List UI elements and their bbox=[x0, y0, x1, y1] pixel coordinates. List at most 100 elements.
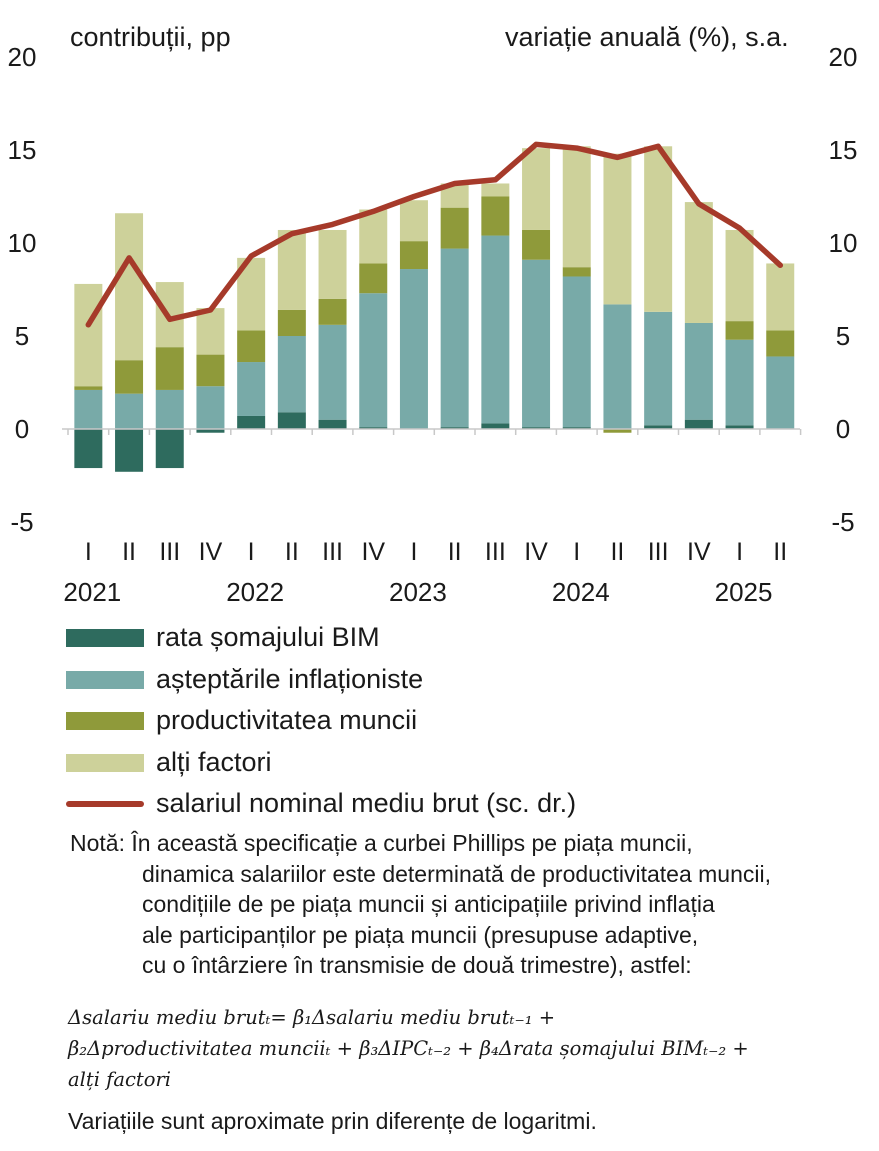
legend-label-other-factors: alți factori bbox=[156, 746, 272, 777]
x-tick-label: I bbox=[248, 538, 255, 566]
bar-segment-0 bbox=[644, 425, 673, 429]
bar-segment-1 bbox=[318, 324, 347, 420]
bar-segment-2 bbox=[196, 354, 225, 387]
legend-swatch-inflation-expectations bbox=[66, 670, 144, 689]
bar-segment-3 bbox=[196, 308, 225, 355]
y-tick-right: 5 bbox=[836, 321, 850, 351]
y-tick-left: 20 bbox=[8, 42, 37, 72]
formula-line: alți factori bbox=[68, 1068, 172, 1091]
x-tick-label: II bbox=[285, 538, 299, 566]
bar-segment-1 bbox=[481, 235, 510, 424]
bar-segment-2 bbox=[277, 309, 306, 336]
bar-segment-1 bbox=[74, 389, 103, 429]
bar-segment-2 bbox=[440, 207, 469, 249]
bar-segment-2 bbox=[359, 263, 388, 294]
x-tick-label: III bbox=[485, 538, 506, 566]
x-tick-label: II bbox=[773, 538, 787, 566]
legend-label-nominal-wage: salariul nominal mediu brut (sc. dr.) bbox=[156, 788, 577, 818]
legend-label-unemployment: rata șomajului BIM bbox=[156, 622, 380, 652]
bar-segment-1 bbox=[766, 356, 795, 429]
bar-segment-1 bbox=[155, 389, 184, 429]
bar-segment-1 bbox=[440, 248, 469, 428]
bar-segment-0 bbox=[522, 427, 551, 429]
bar-segment-2 bbox=[603, 429, 632, 433]
bar-segment-0 bbox=[196, 429, 225, 433]
x-tick-label: IV bbox=[687, 538, 711, 566]
bar-segment-3 bbox=[766, 263, 795, 331]
bar-segment-0 bbox=[562, 427, 591, 429]
x-tick-label: IV bbox=[524, 538, 548, 566]
bar-segment-0 bbox=[440, 427, 469, 429]
x-tick-label: III bbox=[159, 538, 180, 566]
bar-segment-1 bbox=[399, 269, 428, 429]
x-tick-label: III bbox=[648, 538, 669, 566]
year-label: 2024 bbox=[552, 577, 610, 607]
bar-segment-2 bbox=[725, 321, 754, 340]
year-label: 2022 bbox=[226, 577, 284, 607]
legend-swatch-unemployment bbox=[66, 629, 144, 647]
bar-segment-1 bbox=[196, 386, 225, 429]
bar-segment-2 bbox=[115, 360, 144, 394]
x-tick-label: IV bbox=[361, 538, 385, 566]
bar-segment-3 bbox=[399, 200, 428, 242]
bar-segment-2 bbox=[562, 267, 591, 277]
bar-segment-0 bbox=[359, 427, 388, 429]
x-tick-label: I bbox=[410, 538, 417, 566]
bar-segment-2 bbox=[481, 196, 510, 236]
bar-segment-0 bbox=[74, 429, 103, 469]
legend-label-inflation-expectations: așteptările inflaționiste bbox=[156, 663, 424, 694]
formula-line: β₂Δproductivitatea munciiₜ + β₃ΔIPCₜ₋₂ +… bbox=[68, 1037, 749, 1060]
y-tick-right: 15 bbox=[829, 135, 858, 165]
bar-segment-3 bbox=[603, 153, 632, 305]
bar-segment-3 bbox=[74, 283, 103, 387]
y-tick-left: 0 bbox=[15, 414, 29, 444]
y-tick-right: -5 bbox=[831, 507, 854, 537]
year-label: 2021 bbox=[63, 577, 121, 607]
y-tick-right: 20 bbox=[829, 42, 858, 72]
legend-swatch-nominal-wage bbox=[66, 801, 144, 807]
bar-segment-3 bbox=[644, 146, 673, 312]
bar-segment-1 bbox=[603, 304, 632, 429]
bar-segment-3 bbox=[277, 229, 306, 310]
y-tick-right: 10 bbox=[829, 228, 858, 258]
x-tick-label: I bbox=[85, 538, 92, 566]
year-label: 2023 bbox=[389, 577, 447, 607]
note-line: Notă: În această specificație a curbei P… bbox=[70, 830, 693, 856]
y-tick-left: -5 bbox=[10, 507, 33, 537]
note-line: ale participanților pe piața muncii (pre… bbox=[142, 921, 699, 948]
note: Notă: În această specificație a curbei P… bbox=[70, 828, 870, 981]
y-tick-right: 0 bbox=[836, 414, 850, 444]
note-line: condițiile de pe piața muncii și anticip… bbox=[142, 891, 715, 917]
bar-segment-2 bbox=[399, 241, 428, 270]
bar-segment-3 bbox=[562, 146, 591, 268]
bar-segment-3 bbox=[684, 202, 713, 323]
bar-segment-1 bbox=[684, 322, 713, 420]
x-tick-label: I bbox=[736, 538, 743, 566]
x-tick-label: III bbox=[322, 538, 343, 566]
bar-segment-0 bbox=[277, 412, 306, 429]
phillips-formula: Δsalariu mediu brutₜ= β₁Δsalariu mediu b… bbox=[68, 1002, 749, 1095]
bar-segment-1 bbox=[237, 362, 266, 416]
bar-segment-3 bbox=[522, 148, 551, 230]
bar-segment-0 bbox=[237, 415, 266, 429]
y-tick-left: 15 bbox=[8, 135, 37, 165]
legend-swatch-other-factors bbox=[66, 753, 144, 772]
bar-segment-1 bbox=[644, 311, 673, 426]
y-tick-left: 5 bbox=[15, 321, 29, 351]
bar-segment-2 bbox=[766, 330, 795, 357]
note-line: dinamica salariilor este determinată de … bbox=[142, 860, 771, 887]
bar-segment-2 bbox=[237, 330, 266, 363]
bar-segment-1 bbox=[562, 276, 591, 428]
bar-segment-1 bbox=[115, 393, 144, 429]
bar-segment-2 bbox=[74, 386, 103, 390]
bar-segment-0 bbox=[155, 429, 184, 469]
bar-segment-0 bbox=[684, 419, 713, 429]
x-tick-label: I bbox=[573, 538, 580, 566]
bar-segment-1 bbox=[277, 336, 306, 413]
x-tick-label: IV bbox=[199, 538, 223, 566]
y-tick-left: 10 bbox=[8, 228, 37, 258]
x-tick-label: II bbox=[122, 538, 136, 566]
bar-segment-2 bbox=[155, 347, 184, 390]
x-tick-label: II bbox=[610, 538, 624, 566]
